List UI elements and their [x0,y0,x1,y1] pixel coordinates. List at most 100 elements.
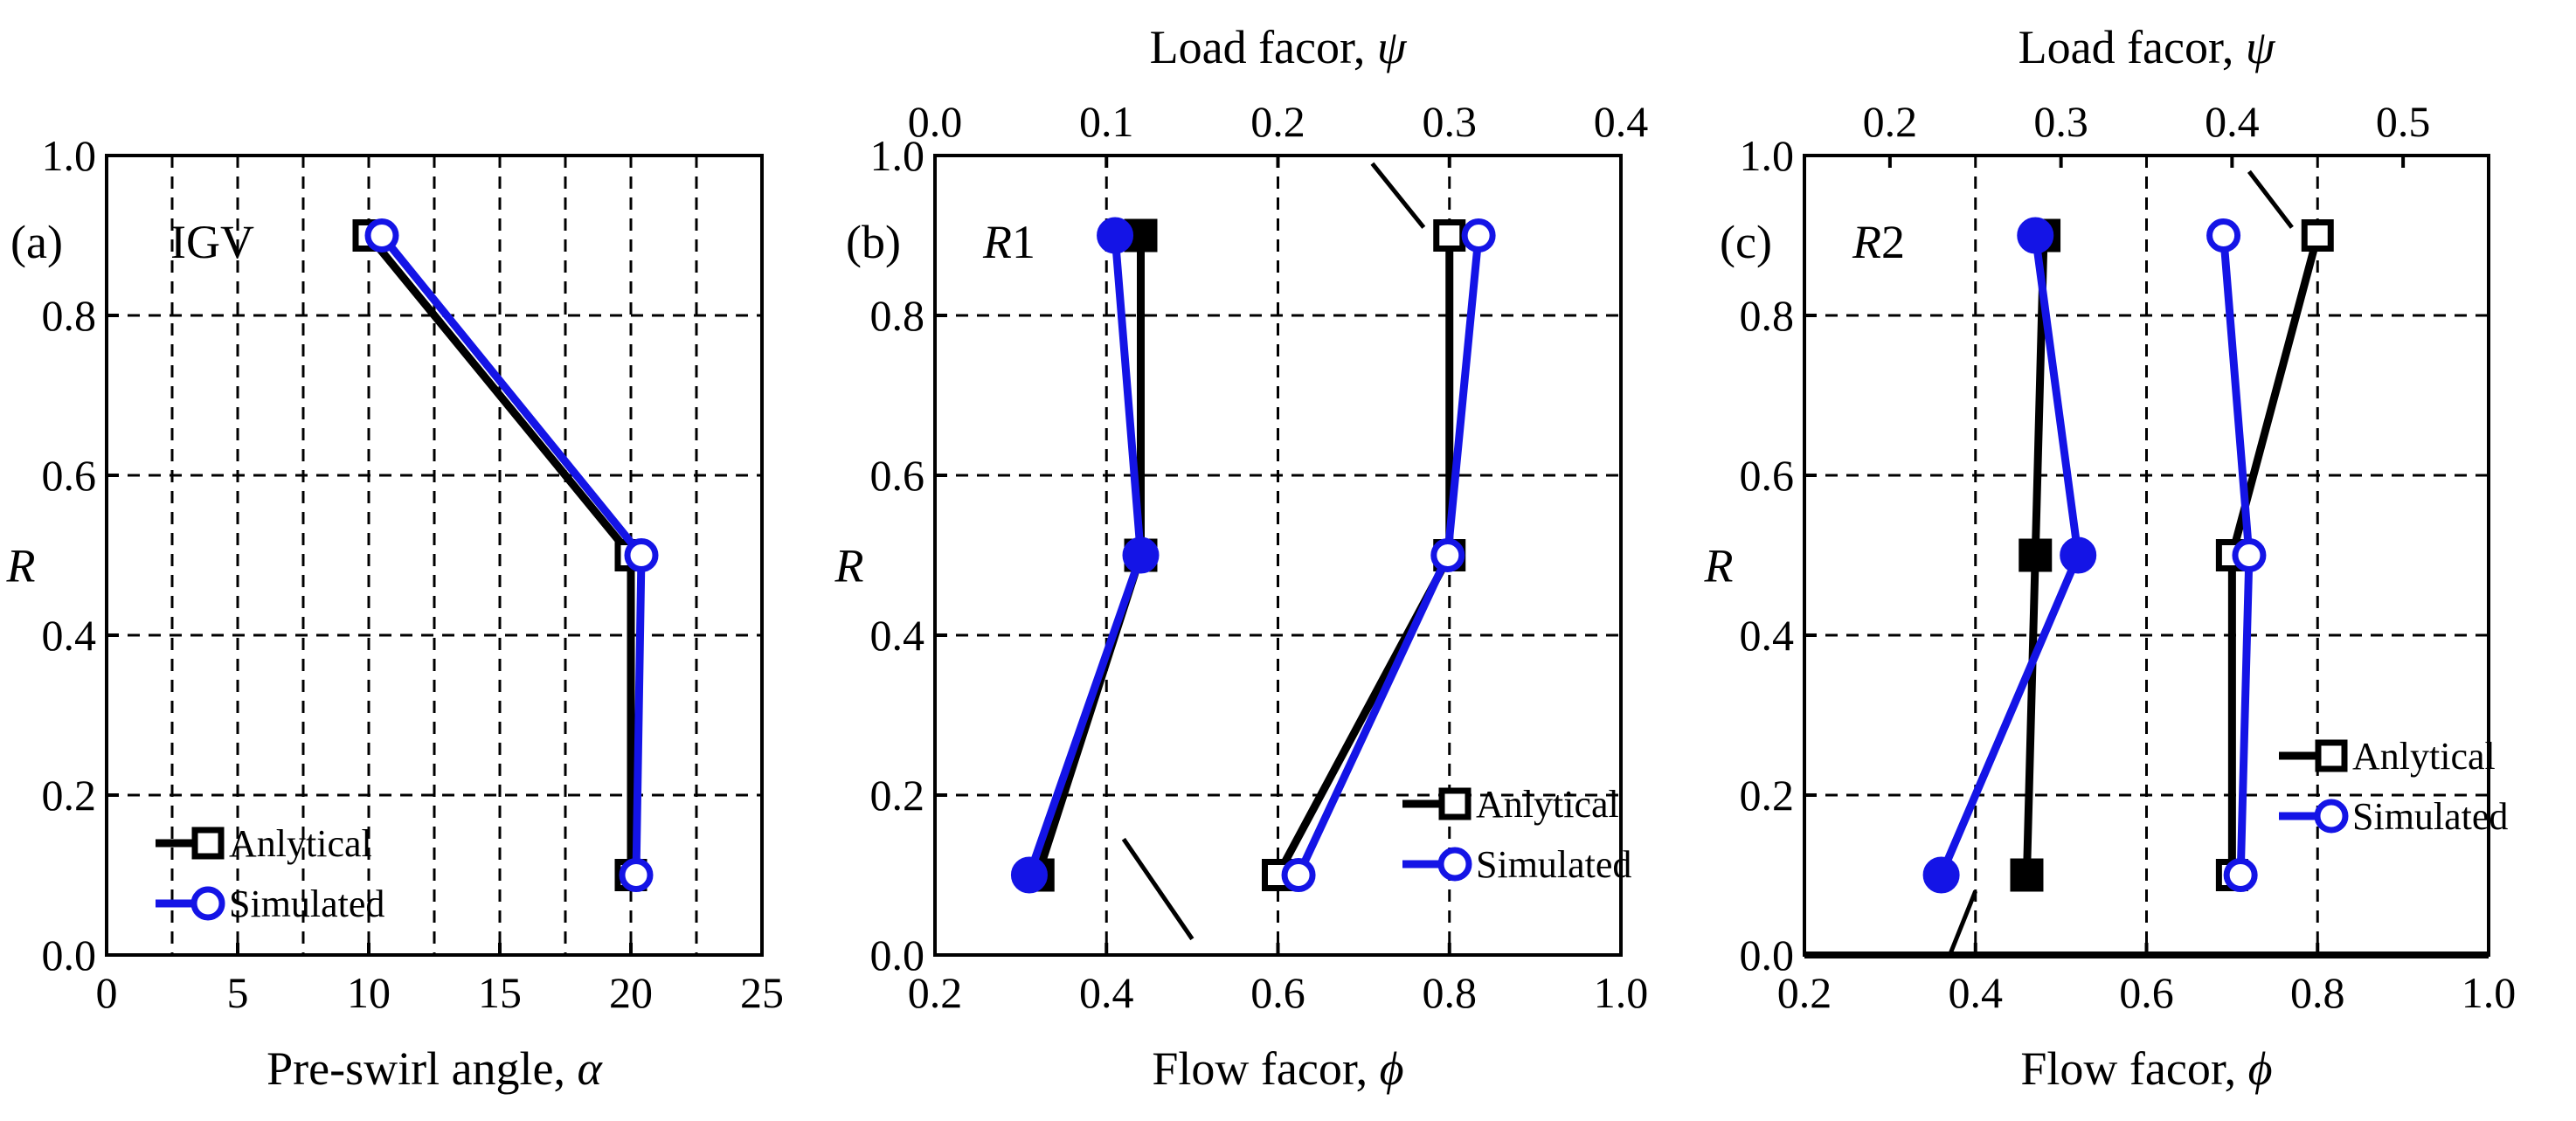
data-point [2019,538,2053,572]
data-point [1010,856,1048,894]
panel-name: R2 [1852,216,1905,268]
data-point [1438,787,1472,820]
panel-1: 0 5 10 15 20 25 0.0 0.2 0.4 0.6 0.8 1.0 Pre-swirl an… [6,131,785,1095]
x-tick-label: 5 [227,968,249,1017]
series-simulated-flow [1922,217,2097,894]
x-tick-label: 20 [609,968,653,1017]
y-tick-label: 0.0 [870,931,925,979]
series-simulated-angle [364,218,659,892]
y-tick-label: 0.2 [870,771,925,820]
legend-label: Anlytical [1476,783,1619,826]
y-tick-label: 0.2 [1740,771,1795,820]
x2-axis-title: Load facor, ψ [1150,21,1408,73]
x2-tick-label: 0.0 [908,97,963,146]
x-tick-label: 1.0 [1594,968,1649,1017]
pointer-line [1370,162,1426,229]
legend-label: Simulated [2352,795,2508,838]
data-point [2301,219,2334,252]
legend-label: Anlytical [229,822,372,865]
x-axis-title-text: Flow facor, [1152,1042,1379,1095]
y-tick-label: 0.6 [42,451,97,500]
panel-tag: (b) [846,216,901,268]
legend-label: Simulated [1476,843,1631,886]
legend: Anlytical Simulated [156,822,384,925]
legend: Anlytical Simulated [2279,735,2508,838]
x-tick-label: 0.6 [2119,968,2174,1017]
data-point [1124,218,1158,253]
series-line [378,232,646,875]
data-point [2223,858,2258,892]
legend: Anlytical Simulated [1402,783,1631,886]
pointer-line [1948,889,1978,956]
x-axis-title-text: Pre-swirl angle, [267,1042,577,1095]
data-point [2206,218,2241,253]
x2-tick-label: 0.1 [1079,97,1134,146]
y-tick-label: 1.0 [870,131,925,180]
x-axis-title-symbol: ϕ [1380,1042,1404,1095]
series-line [1274,235,1454,877]
data-point [1922,856,1960,894]
x-tick-label: 15 [478,968,522,1017]
x2-tick-label: 0.4 [1594,97,1649,146]
panel-tag: (c) [1720,216,1772,268]
data-point [2060,536,2097,574]
panel-2: 0.2 0.4 0.6 0.8 1.00.00.20.40.60.81.00.0 0.1 0… [834,21,1649,1095]
x-axis-title: Flow facor, ϕ [1152,1042,1403,1095]
panel-name-digit: 1 [1012,216,1035,268]
x-tick-label: 0.4 [1949,968,2004,1017]
data-point [1097,217,1134,254]
x-tick-label: 1.0 [2462,968,2517,1017]
y-axis-title: R [6,540,36,592]
y-axis-title: R [834,540,864,592]
x-tick-label: 0.2 [1777,968,1832,1017]
series-simulated-load [1281,218,1496,892]
x2-axis-title-text: Load facor, [2019,21,2246,73]
x-tick-label: 25 [740,968,784,1017]
legend-label: Anlytical [2352,735,2496,778]
x2-tick-label: 0.3 [2033,97,2088,146]
x2-axis-title-symbol: ψ [2246,21,2276,73]
data-point [1430,538,1465,572]
x-axis-title-symbol: ϕ [2248,1042,2273,1095]
x2-tick-label: 0.3 [1423,97,1478,146]
data-point [1281,858,1316,892]
pointer-line [2247,170,2294,229]
x-tick-label: 0.2 [908,968,963,1017]
x2-axis-title-symbol: ψ [1377,21,1408,73]
x-tick-label: 10 [347,968,391,1017]
x-axis-title-symbol: α [578,1042,604,1095]
legend-label: Simulated [229,882,384,925]
data-point [2314,799,2349,834]
x2-tick-label: 0.5 [2376,97,2431,146]
y-tick-label: 0.2 [42,771,97,820]
y-tick-label: 0.8 [870,291,925,340]
y-tick-label: 0.0 [1740,931,1795,979]
x2-tick-label: 0.2 [1863,97,1918,146]
y-tick-label: 0.6 [870,451,925,500]
y-tick-label: 1.0 [42,131,97,180]
data-point [1437,847,1472,882]
pointer-line [1121,837,1195,941]
plot-frame [105,154,764,957]
series-line [1937,234,2082,877]
x2-tick-label: 0.4 [2205,97,2260,146]
y-tick-label: 1.0 [1740,131,1795,180]
y-tick-label: 0.6 [1740,451,1795,500]
series-anlytical-flow [2010,218,2061,892]
y-tick-label: 0.4 [870,611,925,660]
y-tick-label: 0.8 [42,291,97,340]
y-tick-label: 0.8 [1740,291,1795,340]
x2-axis-title-text: Load facor, [1150,21,1377,73]
data-point [619,858,654,892]
data-point [2010,858,2044,892]
y-axis-title: R [1704,540,1734,592]
x2-tick-label: 0.2 [1250,97,1305,146]
y-tick-label: 0.0 [42,931,97,979]
x-tick-label: 0.6 [1250,968,1305,1017]
panel-name: R1 [982,216,1035,268]
data-point [1461,218,1496,253]
x-axis-title: Flow facor, ϕ [2020,1042,2272,1095]
x-tick-label: 0.4 [1079,968,1134,1017]
panel-tag: (a) [10,216,63,268]
